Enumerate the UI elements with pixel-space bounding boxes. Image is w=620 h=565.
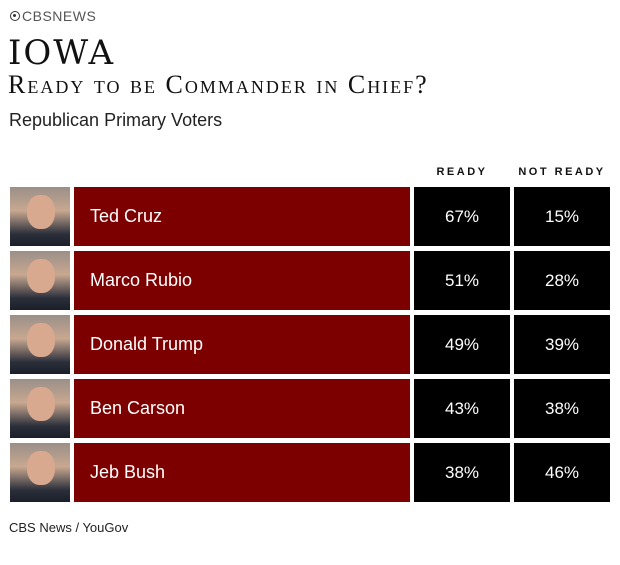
candidate-photo xyxy=(10,443,70,502)
candidate-photo xyxy=(10,379,70,438)
source: CBS News / YouGov xyxy=(9,520,129,535)
subtitle: Ready to be Commander in Chief? xyxy=(8,70,429,99)
candidate-name: Ted Cruz xyxy=(74,187,410,246)
brand-text: CBSNEWS xyxy=(22,8,97,24)
title: IOWA xyxy=(8,33,116,73)
not-ready-value: 38% xyxy=(514,379,610,438)
table-row: Jeb Bush 38% 46% xyxy=(10,443,610,502)
table-row: Donald Trump 49% 39% xyxy=(10,315,610,374)
cbs-logo: CBSNEWS xyxy=(10,8,96,24)
candidate-photo xyxy=(10,187,70,246)
cbs-eye-icon xyxy=(10,11,20,21)
ready-value: 43% xyxy=(414,379,510,438)
table-row: Ted Cruz 67% 15% xyxy=(10,187,610,246)
table-row: Ben Carson 43% 38% xyxy=(10,379,610,438)
not-ready-value: 28% xyxy=(514,251,610,310)
candidate-name: Jeb Bush xyxy=(74,443,410,502)
column-header-ready: READY xyxy=(436,166,488,178)
column-header-not-ready: NOT READY xyxy=(518,166,606,178)
candidate-name: Ben Carson xyxy=(74,379,410,438)
ready-value: 49% xyxy=(414,315,510,374)
group-label: Republican Primary Voters xyxy=(9,110,223,130)
candidate-photo xyxy=(10,251,70,310)
candidate-name: Marco Rubio xyxy=(74,251,410,310)
ready-value: 67% xyxy=(414,187,510,246)
not-ready-value: 15% xyxy=(514,187,610,246)
ready-value: 51% xyxy=(414,251,510,310)
not-ready-value: 46% xyxy=(514,443,610,502)
candidate-name: Donald Trump xyxy=(74,315,410,374)
ready-value: 38% xyxy=(414,443,510,502)
candidate-photo xyxy=(10,315,70,374)
not-ready-value: 39% xyxy=(514,315,610,374)
table-row: Marco Rubio 51% 28% xyxy=(10,251,610,310)
